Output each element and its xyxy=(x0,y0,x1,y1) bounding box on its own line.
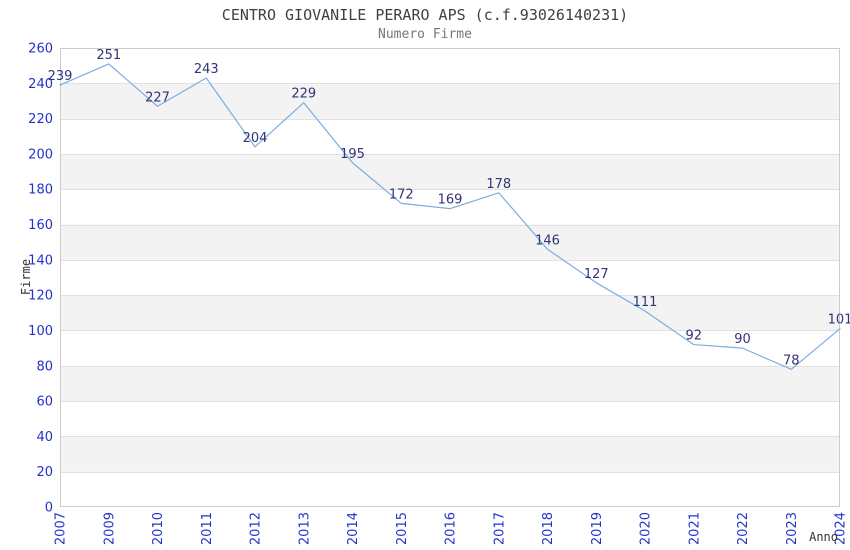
x-tick-label: 2018 xyxy=(541,512,556,545)
x-tick-label: 2019 xyxy=(590,512,605,545)
x-tick-label: 2022 xyxy=(736,512,751,545)
x-tick-label: 2015 xyxy=(395,512,410,545)
x-axis-title: Anno xyxy=(809,530,838,544)
x-tick-label: 2012 xyxy=(249,512,264,545)
point-label: 251 xyxy=(96,48,121,63)
plot-stripe xyxy=(60,436,840,472)
plot-stripe xyxy=(60,295,840,331)
x-tick-label: 2011 xyxy=(200,512,215,545)
y-tick-label: 40 xyxy=(36,430,53,445)
point-label: 204 xyxy=(243,131,268,146)
point-label: 178 xyxy=(486,177,511,192)
point-label: 101 xyxy=(828,313,850,328)
chart-subtitle: Numero Firme xyxy=(378,27,472,42)
point-label: 243 xyxy=(194,62,219,77)
plot-stripe xyxy=(60,365,840,402)
x-tick-label: 2010 xyxy=(151,512,166,545)
point-label: 169 xyxy=(438,193,463,208)
y-tick-label: 0 xyxy=(45,501,53,516)
point-label: 172 xyxy=(389,187,414,202)
x-tick-label: 2023 xyxy=(785,512,800,545)
point-label: 90 xyxy=(734,332,751,347)
point-label: 127 xyxy=(584,267,609,282)
plot-stripe xyxy=(60,153,840,190)
y-tick-label: 240 xyxy=(28,77,53,92)
plot-stripe xyxy=(60,224,840,260)
point-label: 229 xyxy=(291,87,316,102)
x-tick-label: 2014 xyxy=(346,512,361,545)
point-label: 239 xyxy=(48,69,73,84)
point-label: 227 xyxy=(145,90,170,105)
point-label: 78 xyxy=(783,353,800,368)
y-tick-label: 200 xyxy=(28,147,53,162)
plot-border xyxy=(60,48,840,507)
y-tick-label: 120 xyxy=(28,289,53,304)
data-line xyxy=(59,63,841,370)
x-tick-label: 2020 xyxy=(639,512,654,545)
point-label: 146 xyxy=(535,233,560,248)
y-tick-label: 220 xyxy=(28,112,53,127)
y-tick-label: 20 xyxy=(36,465,53,480)
plot-stripe xyxy=(60,83,840,119)
y-tick-label: 160 xyxy=(28,218,53,233)
x-tick-label: 2013 xyxy=(297,512,312,545)
point-label: 111 xyxy=(633,295,658,310)
y-tick-label: 140 xyxy=(28,253,53,268)
y-tick-label: 180 xyxy=(28,183,53,198)
y-tick-label: 60 xyxy=(36,395,53,410)
x-tick-label: 2024 xyxy=(834,512,849,545)
y-tick-label: 100 xyxy=(28,324,53,339)
x-tick-label: 2021 xyxy=(687,512,702,545)
chart-title: CENTRO GIOVANILE PERARO APS (c.f.9302614… xyxy=(221,6,629,24)
y-tick-label: 260 xyxy=(28,42,53,57)
x-tick-label: 2009 xyxy=(102,512,117,545)
x-tick-label: 2007 xyxy=(54,512,69,545)
x-tick-label: 2017 xyxy=(492,512,507,545)
point-label: 92 xyxy=(686,329,703,344)
point-label: 195 xyxy=(340,147,365,162)
x-tick-label: 2016 xyxy=(444,512,459,545)
y-tick-label: 80 xyxy=(36,359,53,374)
y-axis-title: Firme xyxy=(19,259,33,295)
